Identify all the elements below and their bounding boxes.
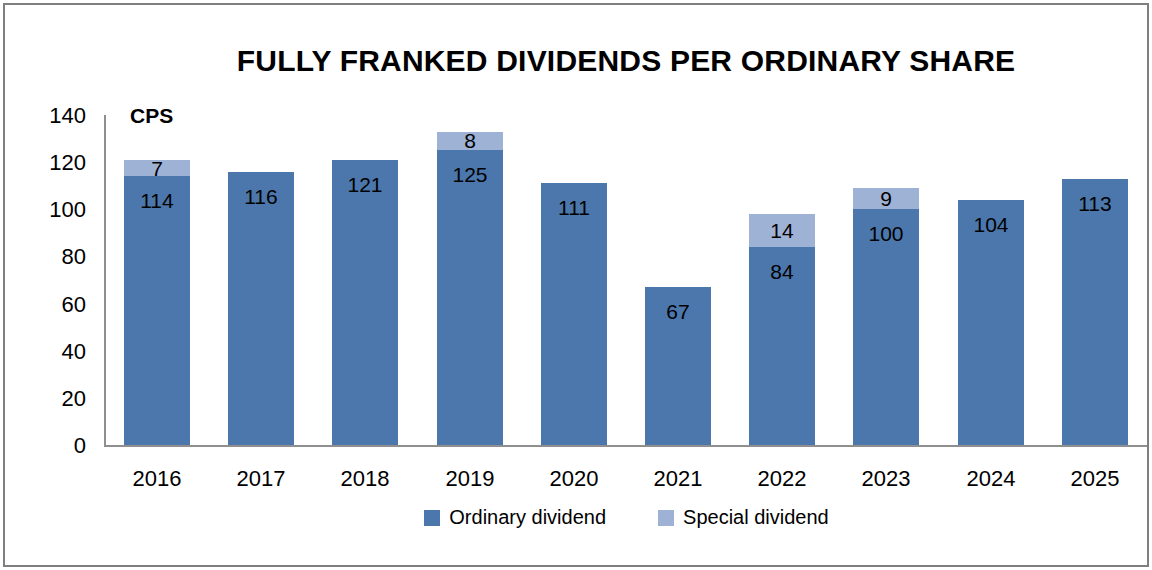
y-axis-tick-label: 60 xyxy=(0,292,86,318)
bar-value-label-ordinary: 116 xyxy=(228,172,294,209)
bar-group-2021: 67 xyxy=(645,115,711,445)
legend-label-ordinary: Ordinary dividend xyxy=(449,506,606,529)
bar-group-2016: 1147 xyxy=(124,115,190,445)
bar-segment-ordinary-2022: 84 xyxy=(749,247,815,445)
bar-group-2022: 8414 xyxy=(749,115,815,445)
x-axis-line xyxy=(104,445,1147,447)
bar-group-2018: 121 xyxy=(332,115,398,445)
bar-segment-ordinary-2023: 100 xyxy=(853,209,919,445)
legend-swatch-special-icon xyxy=(658,510,674,526)
x-axis-tick-label: 2022 xyxy=(730,466,834,492)
bar-segment-special-2023: 9 xyxy=(853,188,919,209)
bar-group-2024: 104 xyxy=(958,115,1024,445)
bar-group-2023: 1009 xyxy=(853,115,919,445)
bar-segment-special-2022: 14 xyxy=(749,214,815,247)
bar-segment-ordinary-2017: 116 xyxy=(228,172,294,445)
y-axis-tick-label: 20 xyxy=(0,386,86,412)
y-axis-tick-label: 40 xyxy=(0,339,86,365)
bar-value-label-special: 8 xyxy=(464,130,476,151)
legend-label-special: Special dividend xyxy=(683,506,829,529)
bar-value-label-ordinary: 104 xyxy=(958,200,1024,237)
bar-segment-ordinary-2016: 114 xyxy=(124,176,190,445)
chart-canvas: FULLY FRANKED DIVIDENDS PER ORDINARY SHA… xyxy=(0,0,1152,570)
x-axis-tick-label: 2025 xyxy=(1043,466,1147,492)
legend-swatch-ordinary-icon xyxy=(424,510,440,526)
legend-item-ordinary: Ordinary dividend xyxy=(424,506,606,529)
bar-group-2019: 1258 xyxy=(437,115,503,445)
bar-group-2017: 116 xyxy=(228,115,294,445)
x-axis-tick-label: 2016 xyxy=(105,466,209,492)
bar-segment-ordinary-2025: 113 xyxy=(1062,179,1128,445)
bar-value-label-special: 9 xyxy=(880,188,892,209)
bar-value-label-ordinary: 113 xyxy=(1062,179,1128,216)
chart-title: FULLY FRANKED DIVIDENDS PER ORDINARY SHA… xyxy=(106,44,1146,78)
x-axis-tick-label: 2021 xyxy=(626,466,730,492)
bar-segment-special-2016: 7 xyxy=(124,160,190,177)
bar-segment-ordinary-2024: 104 xyxy=(958,200,1024,445)
y-axis-tick-label: 100 xyxy=(0,197,86,223)
x-axis-tick-label: 2024 xyxy=(939,466,1043,492)
bar-segment-ordinary-2019: 125 xyxy=(437,150,503,445)
x-axis-tick-label: 2018 xyxy=(313,466,417,492)
bar-segment-ordinary-2020: 111 xyxy=(541,183,607,445)
y-axis-tick-label: 120 xyxy=(0,150,86,176)
bar-value-label-ordinary: 67 xyxy=(645,287,711,324)
x-axis-tick-label: 2019 xyxy=(418,466,522,492)
bar-group-2020: 111 xyxy=(541,115,607,445)
bar-segment-special-2019: 8 xyxy=(437,132,503,151)
bar-segment-ordinary-2018: 121 xyxy=(332,160,398,445)
y-axis-tick-label: 0 xyxy=(0,433,86,459)
bar-value-label-ordinary: 100 xyxy=(853,209,919,246)
legend: Ordinary dividend Special dividend xyxy=(106,506,1147,529)
bar-value-label-ordinary: 125 xyxy=(437,150,503,187)
x-axis-tick-label: 2017 xyxy=(209,466,313,492)
bars-area: 114711612112581116784141009104113 xyxy=(106,115,1147,445)
bar-value-label-special: 7 xyxy=(151,158,163,179)
y-axis-tick-label: 80 xyxy=(0,244,86,270)
bar-value-label-special: 14 xyxy=(770,220,793,241)
legend-item-special: Special dividend xyxy=(658,506,829,529)
bar-group-2025: 113 xyxy=(1062,115,1128,445)
x-axis-tick-label: 2020 xyxy=(522,466,626,492)
x-axis-tick-label: 2023 xyxy=(834,466,938,492)
y-axis-tick-label: 140 xyxy=(0,103,86,129)
bar-value-label-ordinary: 84 xyxy=(749,247,815,284)
bar-segment-ordinary-2021: 67 xyxy=(645,287,711,445)
bar-value-label-ordinary: 121 xyxy=(332,160,398,197)
bar-value-label-ordinary: 111 xyxy=(541,183,607,220)
bar-value-label-ordinary: 114 xyxy=(124,176,190,213)
